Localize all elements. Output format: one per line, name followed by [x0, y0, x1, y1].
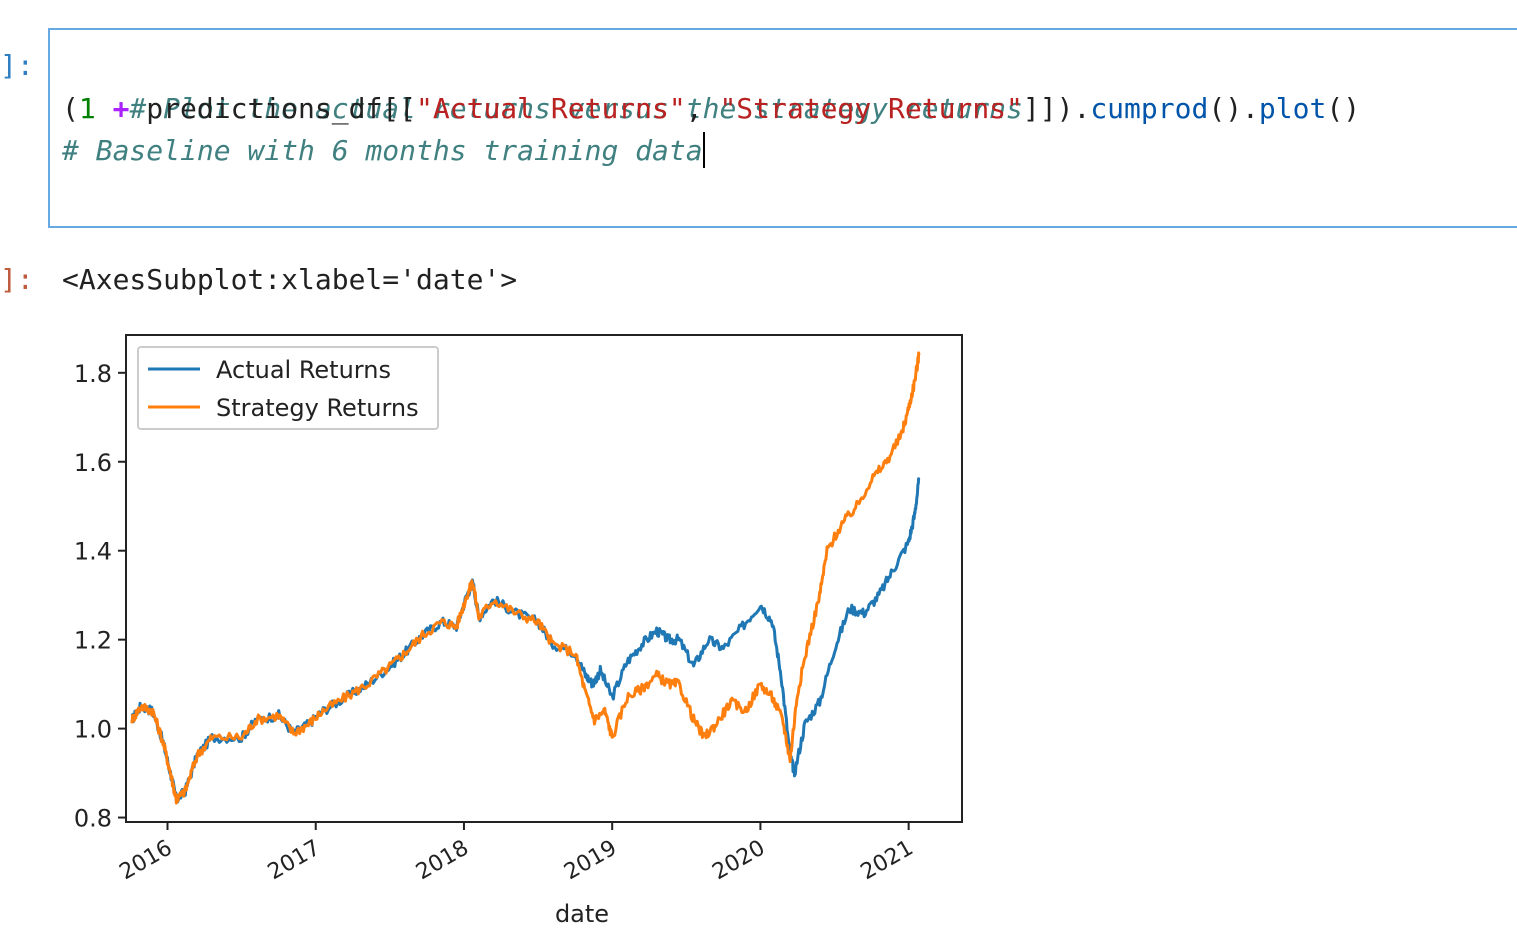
- y-tick-label: 1.6: [74, 449, 112, 477]
- code-close: ]]).: [1022, 92, 1091, 125]
- y-tick-label: 1.8: [74, 360, 112, 388]
- x-tick-label: 2017: [264, 836, 325, 886]
- series-line-strategy-returns: [130, 351, 921, 805]
- code-variable: predictions_df[[: [129, 92, 417, 125]
- code-parens-2: (): [1326, 92, 1361, 125]
- legend-box: [137, 346, 439, 430]
- code-string-strategy: "Strategy Returns": [719, 92, 1023, 125]
- code-number: 1: [78, 92, 96, 125]
- y-tick-label: 1.0: [74, 716, 112, 744]
- code-editor[interactable]: # Plot the actual returns versus the str…: [48, 28, 1517, 228]
- input-prompt: ]:: [0, 49, 34, 82]
- code-open-paren: (: [62, 92, 79, 125]
- legend-label: Strategy Returns: [216, 394, 419, 422]
- output-prompt: ]:: [0, 263, 34, 296]
- returns-line-chart: 0.8 1.0 1.2 1.4 1.6 1.8 2016 2017 2018 2019 2020 20…: [74, 334, 963, 928]
- y-tick-label: 0.8: [74, 805, 112, 833]
- code-string-actual: "Actual Returns": [416, 92, 686, 125]
- code-line-1: # Plot the actual returns versus the str…: [62, 46, 1023, 172]
- code-parens-1: ().: [1208, 92, 1259, 125]
- legend-label: Actual Returns: [216, 356, 391, 384]
- x-tick-label: 2019: [560, 836, 621, 886]
- code-line-2: (1 + predictions_df[["Actual Returns", "…: [62, 88, 1360, 130]
- code-fn-plot: plot: [1258, 92, 1327, 125]
- code-fn-cumprod: cumprod: [1090, 92, 1209, 125]
- x-tick-label: 2018: [412, 836, 473, 886]
- series-line-actual-returns: [130, 477, 921, 804]
- x-tick-label: 2016: [116, 836, 177, 886]
- code-line-3: # Baseline with 6 months training data: [62, 130, 705, 172]
- x-tick-label: 2021: [857, 836, 918, 886]
- output-repr-text: <AxesSubplot:xlabel='date'>: [62, 263, 518, 296]
- code-comma: ,: [685, 92, 720, 125]
- plot-frame: [125, 334, 963, 823]
- code-comment-2: # Baseline with 6 months training data: [62, 134, 703, 167]
- y-tick-label: 1.2: [74, 627, 112, 655]
- code-comment-1: # Plot the actual returns versus the str…: [129, 92, 1023, 125]
- text-cursor: [702, 132, 705, 168]
- x-axis-label: date: [555, 900, 609, 928]
- y-tick-label: 1.4: [74, 538, 112, 566]
- x-tick-label: 2020: [708, 836, 769, 886]
- code-operator: +: [112, 92, 130, 125]
